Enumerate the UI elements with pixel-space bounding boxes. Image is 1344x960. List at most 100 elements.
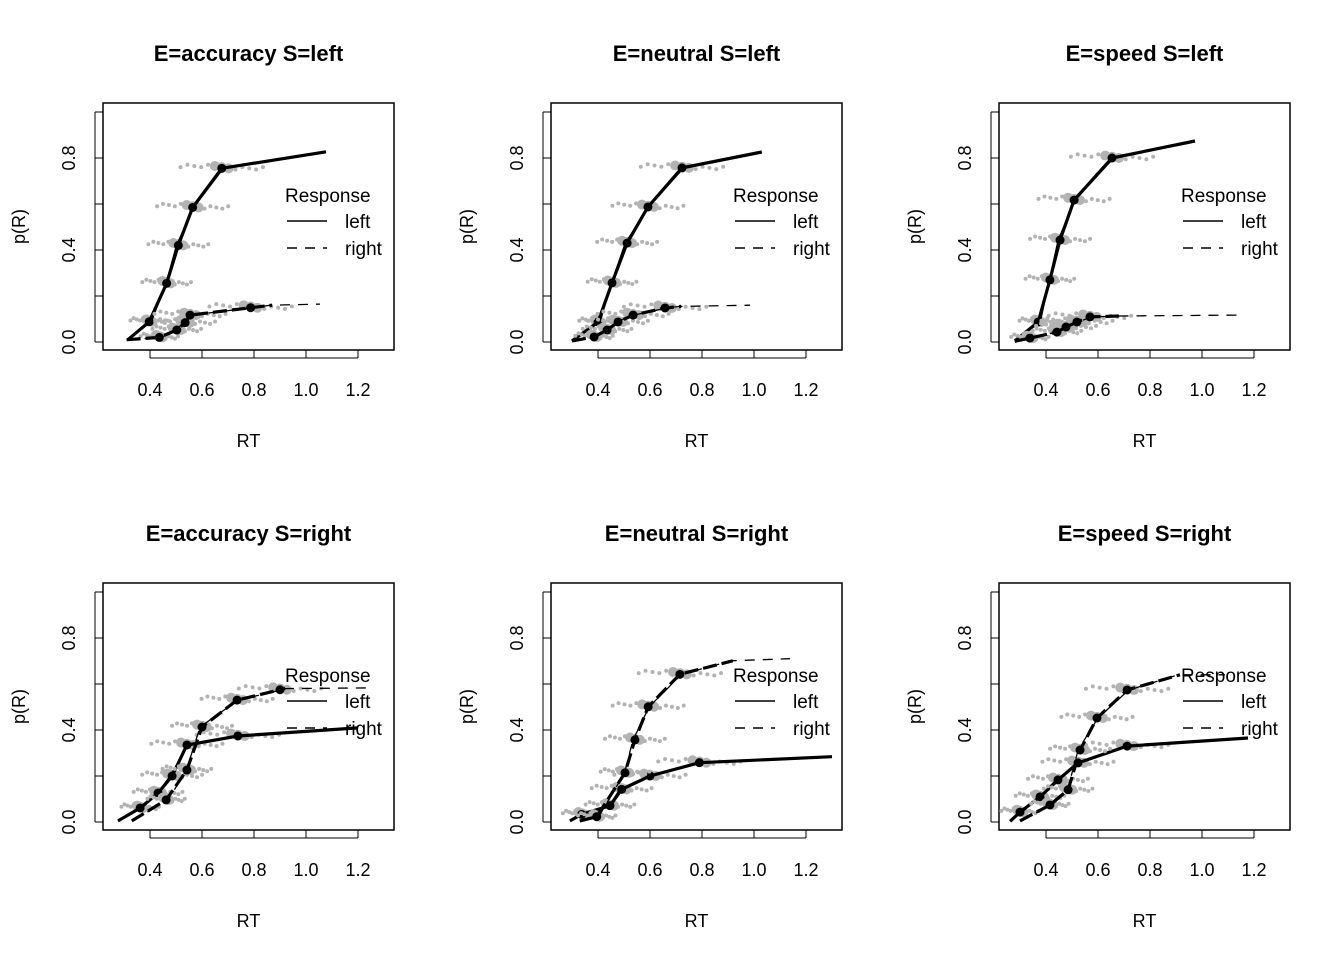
predicted-point: [282, 306, 287, 311]
predicted-point: [152, 280, 157, 285]
predicted-point: [182, 329, 187, 334]
observed-quantile-point: [1122, 741, 1132, 751]
predicted-point: [1072, 276, 1077, 281]
observed-quantile-point: [162, 278, 172, 288]
predicted-point: [1026, 318, 1031, 323]
x-tick-label: 1.2: [793, 860, 818, 880]
observed-quantile-point: [643, 202, 653, 212]
observed-quantile-point: [1092, 713, 1102, 723]
predicted-point: [564, 808, 569, 813]
predicted-point: [1151, 154, 1156, 159]
observed-line-left: [1013, 139, 1196, 343]
predicted-point: [185, 162, 190, 167]
predicted-point: [697, 307, 702, 312]
predicted-point: [176, 797, 181, 802]
predicted-point: [607, 336, 612, 341]
predicted-point: [601, 309, 606, 314]
predicted-point: [1058, 759, 1063, 764]
predicted-point: [233, 167, 238, 172]
predicted-point: [1159, 689, 1164, 694]
predicted-point: [131, 316, 136, 321]
predicted-point: [1034, 323, 1039, 328]
predicted-point: [631, 771, 636, 776]
x-tick-label: 0.6: [637, 380, 662, 400]
predicted-point: [206, 242, 211, 247]
predicted-point: [1075, 152, 1080, 157]
x-axis-label: RT: [685, 431, 709, 451]
predicted-point: [698, 671, 703, 676]
y-tick-label: 0.8: [955, 625, 975, 650]
predicted-point: [148, 794, 153, 799]
observed-quantile-point: [675, 669, 685, 679]
y-tick-label: 0.0: [507, 329, 527, 354]
predicted-point: [1103, 749, 1108, 754]
predicted-point: [163, 318, 168, 323]
predicted-point: [188, 280, 193, 285]
predicted-point: [707, 165, 712, 170]
predicted-point: [186, 326, 191, 331]
predicted-point: [170, 799, 175, 804]
predicted-point: [270, 696, 275, 701]
predicted-point: [1053, 744, 1058, 749]
predicted-point: [144, 333, 149, 337]
predicted-point: [1013, 793, 1018, 798]
predicted-point: [683, 772, 688, 777]
plot-frame: [102, 582, 395, 831]
predicted-point: [652, 737, 657, 742]
predicted-point: [1087, 236, 1092, 241]
predicted-point: [170, 723, 175, 728]
x-tick-label: 0.8: [1137, 380, 1162, 400]
predicted-point: [595, 311, 600, 316]
predicted-point: [704, 304, 709, 309]
predicted-point: [1024, 811, 1029, 816]
x-axis-label: RT: [1133, 911, 1157, 931]
predicted-point: [222, 730, 227, 735]
predicted-point: [199, 165, 204, 170]
predicted-point: [152, 311, 157, 316]
predicted-point: [669, 704, 674, 709]
predicted-point: [585, 813, 590, 818]
predicted-point: [1107, 196, 1112, 201]
predicted-point: [635, 242, 640, 247]
predicted-point: [560, 811, 565, 816]
predicted-point: [1017, 791, 1022, 796]
observed-quantile-point: [182, 740, 192, 750]
predicted-point: [1105, 762, 1110, 767]
predicted-point: [312, 688, 317, 693]
predicted-point: [1053, 786, 1058, 791]
predicted-point: [675, 206, 680, 211]
predicted-point: [234, 302, 239, 307]
predicted-point: [1096, 152, 1101, 157]
predicted-point: [1111, 759, 1116, 764]
legend-label: left: [793, 692, 819, 713]
predicted-point: [1118, 716, 1123, 721]
predicted-point: [580, 326, 585, 331]
observed-quantile-point: [1069, 195, 1079, 205]
predicted-point: [659, 775, 664, 780]
predicted-point: [145, 770, 150, 775]
predicted-point: [195, 775, 200, 780]
predicted-point: [1053, 311, 1058, 316]
predicted-point: [1042, 328, 1047, 333]
predicted-point: [602, 767, 607, 772]
predicted-point: [600, 237, 605, 242]
y-tick-label: 0.4: [507, 717, 527, 742]
predicted-point: [1137, 156, 1142, 160]
predicted-point: [1111, 684, 1116, 689]
predicted-point: [166, 203, 171, 208]
observed-quantile-point: [1122, 685, 1132, 695]
predicted-point: [632, 802, 637, 807]
x-tick-label: 0.6: [189, 860, 214, 880]
predicted-point: [622, 702, 627, 707]
predicted-point: [617, 326, 622, 331]
legend-label: right: [793, 719, 831, 740]
x-tick-label: 0.4: [585, 860, 610, 880]
x-tick-label: 1.2: [345, 860, 370, 880]
predicted-point: [196, 744, 201, 749]
predicted-point: [1038, 327, 1043, 332]
predicted-point: [626, 321, 631, 326]
predicted-point: [606, 768, 611, 773]
predicted-point: [624, 803, 629, 808]
predicted-point: [144, 807, 149, 812]
